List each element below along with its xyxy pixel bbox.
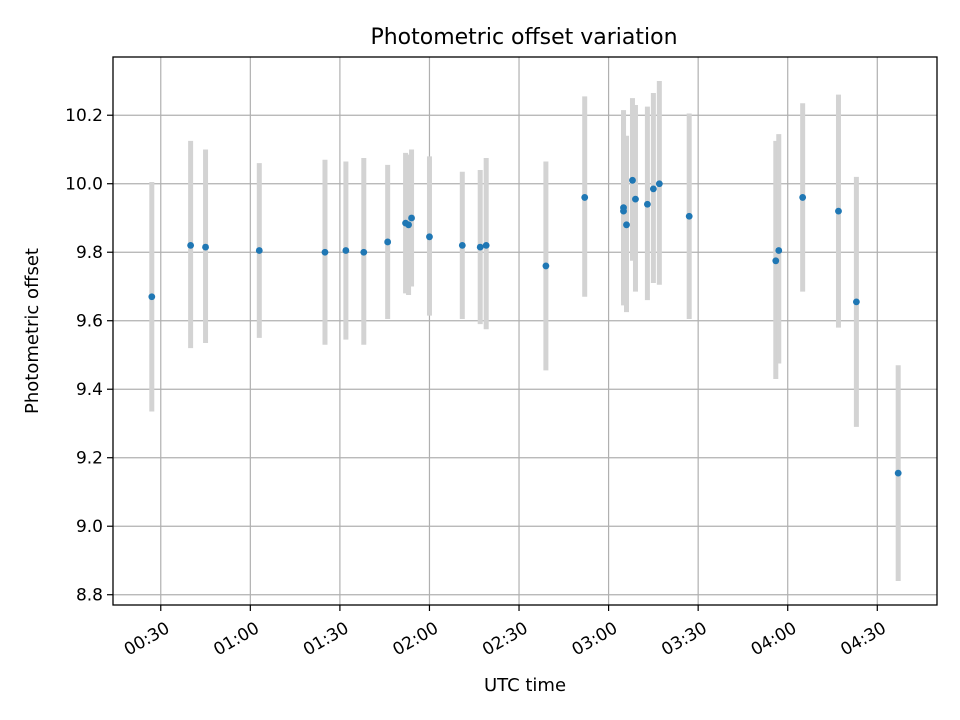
data-point (894, 469, 902, 477)
x-tick-label: 03:30 (658, 618, 710, 660)
data-point (384, 238, 392, 246)
y-axis-label: Photometric offset (22, 248, 43, 414)
data-point (772, 257, 780, 265)
data-point (187, 241, 195, 249)
x-tick-label: 00:30 (121, 618, 173, 660)
y-tick-label: 9.6 (76, 312, 103, 332)
y-axis-ticks: 8.8 9.0 9.2 9.4 9.6 9.8 10.0 10.2 (65, 106, 113, 606)
chart-title: Photometric offset variation (370, 25, 677, 50)
plot-frame (112, 56, 938, 606)
x-tick-label: 01:00 (210, 618, 262, 660)
y-tick-label: 9.0 (76, 517, 103, 537)
data-point (685, 212, 693, 220)
data-point (649, 185, 657, 193)
data-point (342, 247, 350, 254)
data-point (620, 207, 627, 215)
y-tick-label: 10.2 (65, 106, 103, 126)
x-tick-label: 02:30 (479, 618, 531, 660)
y-tick-label: 8.8 (76, 586, 103, 606)
x-axis-label: UTC time (484, 675, 566, 696)
data-point (835, 207, 842, 215)
y-tick-label: 9.4 (76, 380, 103, 400)
y-tick-label: 9.2 (76, 449, 103, 469)
x-tick-label: 03:00 (569, 618, 621, 660)
data-point (623, 221, 630, 229)
x-tick-label: 04:30 (837, 618, 889, 660)
data-point (405, 221, 412, 229)
data-point (408, 214, 415, 222)
data-point (655, 180, 663, 188)
y-tick-label: 10.0 (65, 175, 103, 195)
y-tick-label: 9.8 (76, 243, 103, 263)
x-tick-label: 01:30 (300, 618, 352, 660)
data-point (148, 293, 156, 301)
data-point (775, 247, 783, 254)
data-point (629, 176, 636, 184)
data-point (581, 194, 589, 201)
data-point (426, 233, 433, 241)
data-point (542, 262, 550, 270)
x-tick-label: 02:00 (390, 618, 442, 660)
data-point (202, 243, 209, 251)
grid (113, 57, 937, 605)
x-axis-ticks: 00:30 01:00 01:30 02:00 02:30 03:00 03:30 04:00… (121, 605, 890, 660)
data-point (799, 194, 807, 201)
data-points (148, 176, 902, 477)
data-point (644, 200, 651, 208)
data-point (321, 248, 329, 256)
data-point (632, 195, 639, 203)
error-bars (149, 80, 901, 582)
data-point (852, 298, 860, 306)
x-tick-label: 04:00 (748, 618, 800, 660)
data-point (482, 241, 490, 249)
data-point (458, 241, 466, 249)
data-point (360, 248, 368, 256)
data-point (476, 243, 484, 251)
data-point (255, 247, 263, 254)
